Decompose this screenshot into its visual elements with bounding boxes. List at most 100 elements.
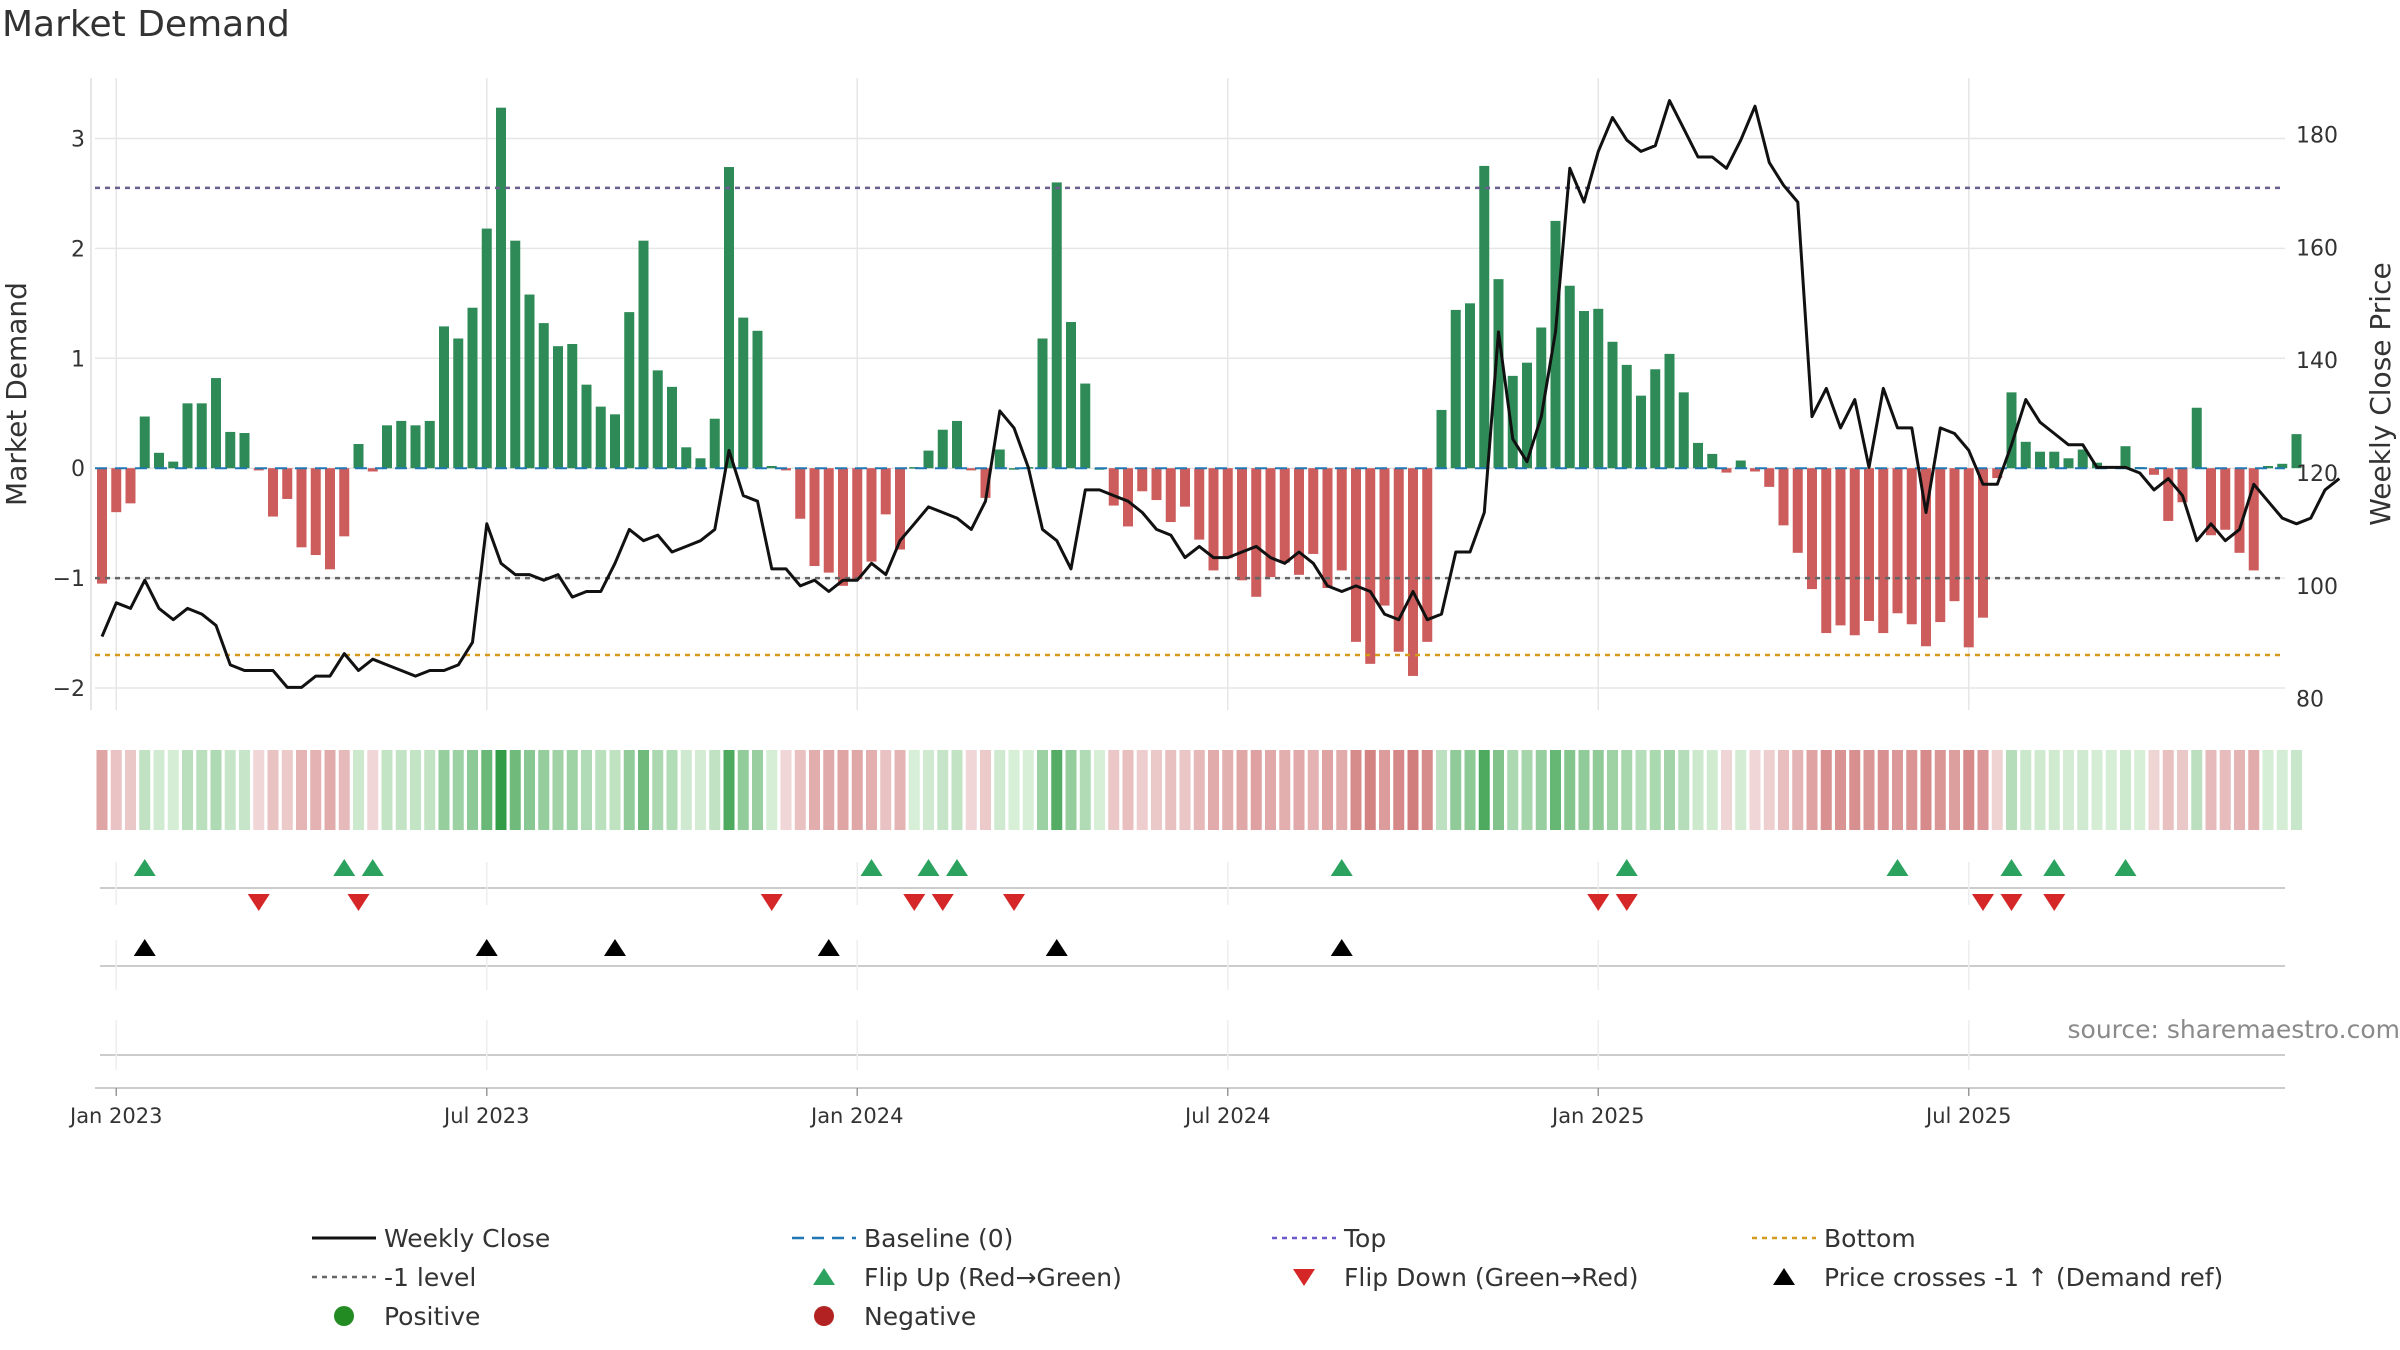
demand-bar (1835, 468, 1846, 626)
demand-bar (2063, 458, 2074, 469)
heat-cell (880, 750, 892, 830)
heat-cell (2048, 750, 2060, 830)
demand-bar (2020, 441, 2031, 469)
heat-cell (1721, 750, 1732, 830)
heat-cell (1592, 750, 1604, 830)
demand-bar (367, 468, 378, 472)
heat-cell (1963, 750, 1975, 830)
legend-item: Bottom (1752, 1224, 1916, 1253)
heat-cell (851, 750, 863, 830)
x-tick-label: Jan 2024 (809, 1104, 904, 1128)
legend-label: Negative (864, 1302, 976, 1331)
heat-cell (2205, 750, 2217, 830)
demand-bar (1536, 327, 1547, 469)
heat-cell (794, 750, 806, 830)
heat-cell (1165, 750, 1177, 830)
flip-down-marker (1587, 894, 1610, 911)
demand-bar (154, 452, 164, 469)
heat-cell (1607, 750, 1618, 830)
demand-bar (396, 420, 407, 469)
flip-up-marker (1886, 859, 1909, 876)
price-cross-marker (817, 939, 840, 956)
demand-bar (1735, 460, 1746, 469)
heat-cell (1664, 750, 1675, 830)
demand-bar (2035, 451, 2045, 469)
demand-bar (1336, 468, 1347, 571)
heat-cell (1692, 750, 1704, 830)
demand-bar (923, 450, 934, 469)
flip-down-marker (1972, 894, 1994, 911)
heat-cell (1635, 750, 1647, 830)
demand-bar (2277, 463, 2288, 469)
heat-cell (1236, 750, 1248, 830)
heat-cell (2177, 750, 2188, 830)
heat-cell (1407, 750, 1419, 830)
legend-item: Positive (334, 1302, 480, 1331)
demand-bar (1379, 468, 1390, 606)
demand-bar (838, 468, 848, 586)
heat-cell (837, 750, 849, 830)
y-tick-label: 1 (71, 347, 85, 372)
heat-cell (395, 750, 407, 830)
flip-up-marker (1615, 859, 1638, 876)
demand-bar (1365, 468, 1376, 664)
demand-bar (1792, 468, 1803, 553)
heat-cell (908, 750, 920, 830)
demand-bar (1721, 468, 1732, 473)
heat-cell (296, 750, 307, 830)
heat-cell (310, 750, 322, 830)
heat-cell (1920, 750, 1932, 830)
heat-cell (1436, 750, 1447, 830)
heat-cell (652, 750, 664, 830)
demand-bar (880, 468, 891, 515)
demand-bar (1522, 362, 1532, 469)
demand-bar (1921, 468, 1931, 647)
flip-up-marker (2114, 859, 2137, 876)
heat-cell (1706, 750, 1718, 830)
heat-cell (1051, 750, 1063, 830)
heat-cell (937, 750, 949, 830)
heat-cell (1934, 750, 1946, 830)
heat-cell (1108, 750, 1120, 830)
x-tick-label: Jan 2023 (68, 1104, 163, 1128)
y-tick-label: −2 (53, 677, 85, 702)
demand-bar (980, 468, 991, 498)
demand-bar (310, 468, 321, 556)
heat-cell (2120, 750, 2131, 830)
legend-item: Top (1272, 1224, 1386, 1253)
y2-tick-label: 180 (2296, 123, 2338, 148)
chart-legend: Weekly Close Baseline (0) Top Bottom -1 leve… (312, 1224, 2223, 1331)
demand-bar (1949, 468, 1960, 602)
heat-cell (2063, 750, 2074, 830)
heat-cell (267, 750, 279, 830)
heat-cell (2134, 750, 2146, 830)
heat-cell (1949, 750, 1960, 830)
legend-triangle-down-icon (1293, 1269, 1315, 1286)
heat-cell (1493, 750, 1504, 830)
heat-cell (2105, 750, 2117, 830)
legend-label: Positive (384, 1302, 480, 1331)
price-cross-marker (1045, 939, 1068, 956)
demand-bar (268, 468, 278, 517)
flip-up-marker (333, 859, 356, 876)
demand-bar (1137, 468, 1148, 492)
x-tick-label: Jul 2023 (442, 1104, 529, 1128)
legend-label: Bottom (1824, 1224, 1916, 1253)
demand-bar (695, 458, 706, 469)
heat-cell (1122, 750, 1134, 830)
legend-item: Flip Down (Green→Red) (1293, 1263, 1639, 1292)
demand-bar (667, 386, 677, 469)
heat-cell (581, 750, 592, 830)
heat-cell (1906, 750, 1918, 830)
demand-bar (1208, 468, 1219, 571)
x-tick-label: Jul 2025 (1924, 1104, 2011, 1128)
demand-bar (253, 468, 264, 471)
demand-bar (1849, 468, 1860, 636)
heat-cell (1065, 750, 1077, 830)
demand-bar (439, 326, 449, 469)
heat-cell (167, 750, 179, 830)
heat-cell (638, 750, 649, 830)
demand-bar (1650, 369, 1661, 469)
legend-item: -1 level (312, 1263, 476, 1292)
heat-cell (1008, 750, 1020, 830)
